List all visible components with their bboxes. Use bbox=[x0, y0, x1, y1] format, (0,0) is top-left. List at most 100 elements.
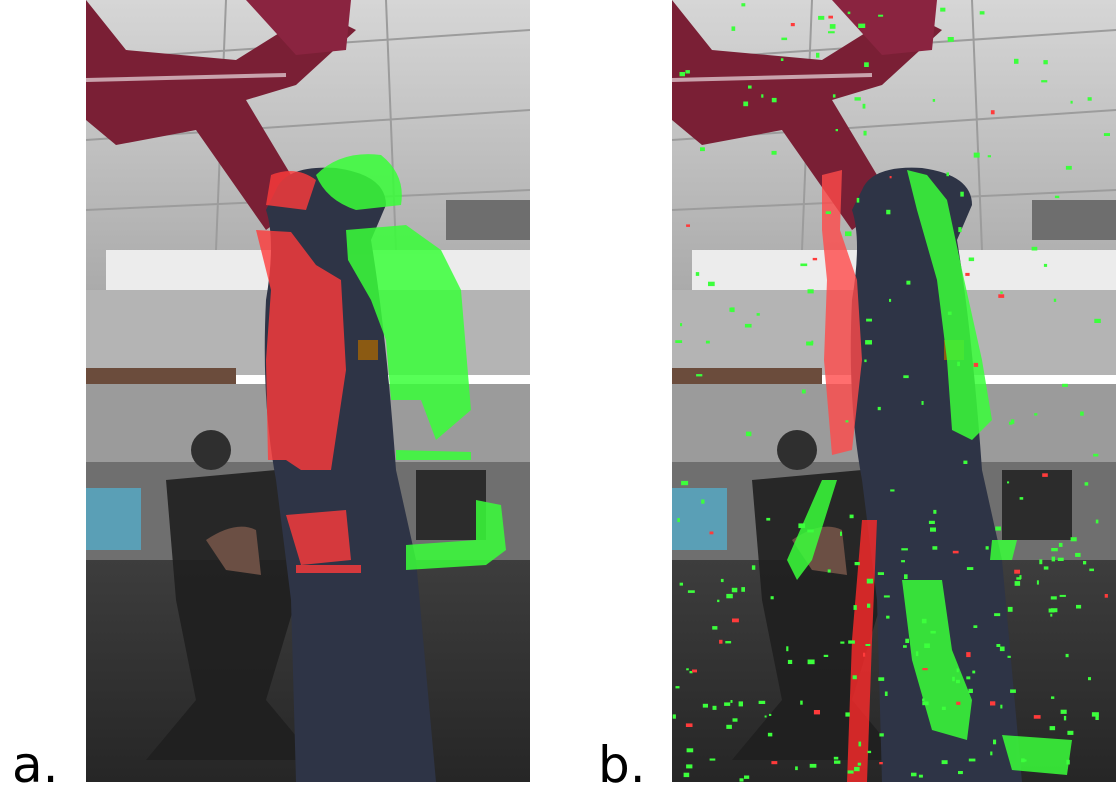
noise-dot bbox=[700, 147, 705, 151]
noise-dot bbox=[740, 778, 744, 781]
noise-dot bbox=[878, 677, 884, 681]
noise-dot bbox=[1061, 710, 1067, 714]
noise-dot bbox=[845, 231, 852, 236]
noise-dot bbox=[973, 625, 977, 628]
noise-dot bbox=[867, 604, 870, 608]
noise-dot bbox=[931, 631, 936, 634]
noise-dot bbox=[942, 760, 948, 764]
noise-dot bbox=[834, 757, 839, 760]
noise-dot bbox=[719, 640, 722, 644]
noise-dot bbox=[713, 706, 717, 710]
noise-dot bbox=[686, 224, 690, 227]
noise-dot bbox=[741, 587, 745, 592]
panel-b bbox=[672, 0, 1116, 782]
noise-dot bbox=[885, 692, 888, 697]
noise-dot bbox=[956, 702, 960, 705]
noise-dot bbox=[830, 24, 836, 29]
noise-dot bbox=[930, 528, 936, 532]
noise-dot bbox=[952, 677, 955, 681]
noise-dot bbox=[708, 282, 715, 286]
noise-dot bbox=[1019, 575, 1021, 579]
noise-dot bbox=[1032, 247, 1038, 251]
noise-dot bbox=[681, 481, 688, 485]
noise-dot bbox=[732, 619, 739, 623]
noise-dot bbox=[826, 211, 831, 214]
noise-dot bbox=[726, 725, 732, 729]
noise-dot bbox=[963, 461, 967, 464]
noise-dot bbox=[684, 773, 690, 777]
noise-dot bbox=[1037, 580, 1039, 584]
noise-dot bbox=[686, 723, 693, 727]
noise-dot bbox=[974, 363, 978, 367]
noise-dot bbox=[1020, 497, 1024, 500]
noise-dot bbox=[855, 562, 860, 565]
noise-dot bbox=[1010, 689, 1016, 693]
noise-dot bbox=[810, 764, 817, 768]
noise-dot bbox=[957, 362, 960, 366]
noise-dot bbox=[1034, 413, 1037, 416]
noise-dot bbox=[969, 759, 976, 762]
noise-dot bbox=[878, 572, 884, 575]
noise-dot bbox=[1041, 80, 1047, 82]
noise-dot bbox=[911, 773, 917, 777]
noise-dot bbox=[886, 616, 889, 619]
panel-a bbox=[86, 0, 530, 782]
noise-dot bbox=[1092, 712, 1099, 716]
noise-dot bbox=[1095, 716, 1098, 720]
noise-dot bbox=[710, 759, 716, 761]
noise-dot bbox=[741, 3, 745, 6]
noise-dot bbox=[771, 596, 774, 599]
noise-dot bbox=[890, 489, 894, 491]
noise-dot bbox=[901, 548, 908, 550]
noise-dot bbox=[933, 99, 935, 102]
noise-dot bbox=[1089, 569, 1094, 572]
noise-dot bbox=[771, 761, 777, 764]
noise-dot bbox=[1088, 97, 1092, 101]
noise-dot bbox=[924, 643, 930, 648]
noise-dot bbox=[864, 360, 866, 363]
noise-dot bbox=[1044, 264, 1047, 267]
noise-dot bbox=[696, 272, 699, 276]
noise-dot bbox=[1000, 647, 1005, 652]
noise-dot bbox=[998, 294, 1004, 298]
noise-dot bbox=[953, 551, 959, 554]
noise-dot bbox=[677, 518, 680, 522]
noise-dot bbox=[994, 613, 1000, 616]
noise-dot bbox=[863, 104, 866, 109]
noise-dot bbox=[759, 701, 766, 704]
noise-dot bbox=[1062, 384, 1068, 387]
noise-dot bbox=[1011, 419, 1015, 423]
noise-dot bbox=[772, 151, 777, 155]
noise-dot bbox=[969, 689, 973, 693]
noise-dot bbox=[813, 258, 817, 260]
noise-dot bbox=[854, 605, 857, 610]
noise-dot bbox=[1050, 726, 1056, 730]
noise-dot bbox=[879, 733, 883, 736]
noise-dot bbox=[958, 771, 963, 774]
noise-dot bbox=[868, 751, 872, 753]
noise-dot bbox=[1051, 548, 1058, 551]
noise-dot bbox=[706, 341, 710, 344]
noise-dot bbox=[814, 710, 820, 714]
noise-dot bbox=[800, 264, 807, 267]
noise-dot bbox=[1039, 559, 1042, 564]
noise-dot bbox=[866, 319, 872, 322]
noise-dot bbox=[840, 642, 844, 644]
noise-dot bbox=[731, 307, 735, 312]
noise-dot bbox=[833, 94, 836, 97]
noise-dot bbox=[996, 644, 1000, 647]
noise-dot bbox=[859, 742, 862, 747]
noise-dot bbox=[686, 668, 689, 670]
noise-dot bbox=[848, 640, 855, 643]
noise-dot bbox=[712, 626, 717, 630]
noise-dot bbox=[798, 523, 805, 528]
noise-dot bbox=[746, 432, 752, 437]
noise-dot bbox=[922, 619, 927, 624]
noise-dot bbox=[743, 102, 748, 107]
noise-dot bbox=[1014, 59, 1019, 64]
panel-label: b. bbox=[598, 736, 646, 792]
noise-dot bbox=[990, 701, 995, 705]
noise-dot bbox=[686, 764, 692, 768]
noise-dot bbox=[1049, 609, 1055, 613]
noise-dot bbox=[948, 312, 952, 315]
